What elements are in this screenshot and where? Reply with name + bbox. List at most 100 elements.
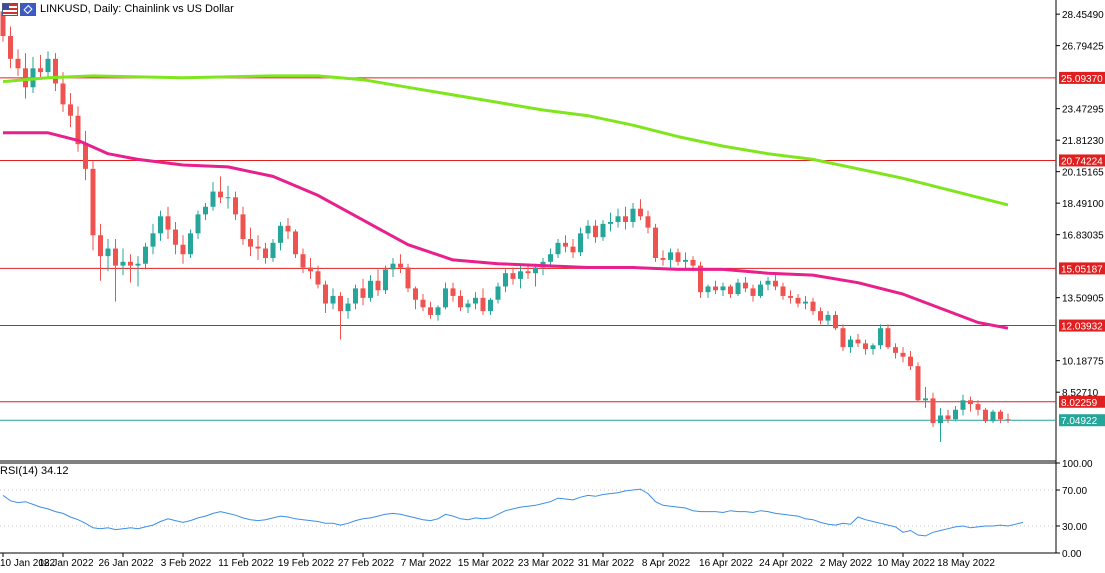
level-badge: 12.03932 (1061, 322, 1103, 333)
rsi-tick-label: 100.00 (1062, 459, 1093, 470)
candle-body (458, 295, 463, 308)
time-tick-label: 16 Apr 2022 (699, 558, 753, 568)
candle-body (713, 286, 718, 291)
rsi-tick-label: 30.00 (1062, 522, 1087, 533)
chart-title: LINKUSD, Daily: Chainlink vs US Dollar (40, 3, 234, 15)
ma-short-line (3, 131, 1009, 330)
candle-body (960, 400, 966, 410)
time-tick-label: 7 Mar 2022 (401, 558, 452, 568)
chainlink-flag-icon (20, 2, 36, 16)
candle-body (240, 214, 246, 240)
candle-body (285, 225, 291, 232)
candle-body (698, 265, 703, 293)
candle-body (338, 295, 343, 312)
candle-body (383, 269, 388, 291)
candle-body (90, 168, 96, 236)
candle-body (998, 411, 1003, 420)
price-tick-label: 8.52710 (1062, 388, 1099, 399)
level-badge-bg (1059, 395, 1105, 408)
chart-header: LINKUSD, Daily: Chainlink vs US Dollar (0, 0, 234, 18)
candles-group (0, 5, 1011, 443)
candle-body (765, 280, 771, 285)
candle-body (975, 404, 981, 410)
candle-body (68, 104, 73, 116)
us-flag-icon (2, 2, 18, 16)
time-tick-label: 27 Feb 2022 (338, 558, 395, 568)
candle-body (818, 311, 823, 321)
candle-body (720, 286, 726, 291)
candle-body (893, 347, 898, 353)
candle-body (375, 280, 381, 291)
candle-body (113, 248, 118, 266)
candle-body (315, 271, 321, 285)
candle-body (548, 254, 553, 262)
candle-body (563, 242, 568, 247)
candle-body (915, 366, 921, 401)
candle-body (870, 345, 876, 350)
candle-body (735, 282, 741, 295)
time-tick-label: 10 May 2022 (877, 558, 935, 568)
candle-body (165, 216, 171, 230)
candle-body (435, 307, 441, 315)
candle-body (203, 206, 208, 215)
candle-body (938, 415, 943, 424)
time-tick-label: 19 Feb 2022 (278, 558, 335, 568)
candle-body (1005, 419, 1011, 421)
candle-body (330, 295, 336, 304)
candle-body (98, 235, 103, 257)
candle-body (308, 267, 313, 272)
candle-body (0, 11, 6, 37)
candle-body (990, 411, 996, 422)
candle-body (225, 197, 231, 199)
price-tick-label: 23.47295 (1062, 105, 1104, 116)
candle-body (495, 286, 501, 300)
candle-body (743, 282, 748, 289)
candle-body (210, 191, 216, 207)
level-badge: 20.74224 (1061, 156, 1103, 167)
candle-body (173, 229, 178, 245)
candle-body (405, 267, 411, 289)
candle-body (533, 267, 538, 274)
price-tick-label: 21.81230 (1062, 136, 1104, 147)
candle-body (180, 244, 186, 255)
candle-body (128, 261, 133, 266)
candle-body (600, 223, 606, 238)
candle-body (428, 307, 433, 315)
candle-body (690, 259, 696, 266)
candle-body (923, 398, 928, 401)
candle-body (135, 263, 141, 266)
candle-body (450, 288, 456, 296)
price-tick-label: 13.50905 (1062, 294, 1104, 305)
candle-body (578, 233, 583, 253)
candle-body (773, 280, 778, 287)
candle-body (150, 233, 156, 247)
candle-body (480, 297, 486, 312)
candle-body (983, 409, 988, 422)
level-badge-bg (1059, 319, 1105, 332)
candle-body (263, 248, 268, 259)
candle-body (638, 208, 643, 217)
candle-body (233, 197, 238, 215)
rsi-line (2, 488, 1024, 537)
candle-body (675, 252, 681, 262)
candle-body (593, 225, 598, 238)
candle-body (683, 259, 688, 262)
time-tick-label: 18 Jan 2022 (38, 558, 93, 568)
candle-body (143, 246, 148, 264)
candle-body (758, 284, 763, 296)
rsi-tick-label: 0.00 (1062, 549, 1082, 560)
time-tick-label: 11 Feb 2022 (218, 558, 274, 568)
candle-body (15, 58, 21, 69)
candle-body (278, 225, 283, 243)
candle-body (255, 246, 261, 249)
candle-body (398, 263, 403, 268)
price-tick-label: 10.18775 (1062, 357, 1104, 368)
candle-body (248, 239, 253, 247)
candle-body (863, 343, 868, 350)
candle-body (83, 144, 88, 169)
time-tick-label: 23 Mar 2022 (518, 558, 575, 568)
ma-long-line (2, 74, 1009, 207)
time-tick-label: 8 Apr 2022 (642, 558, 691, 568)
candle-body (855, 339, 861, 344)
time-tick-label: 26 Jan 2022 (98, 558, 153, 568)
